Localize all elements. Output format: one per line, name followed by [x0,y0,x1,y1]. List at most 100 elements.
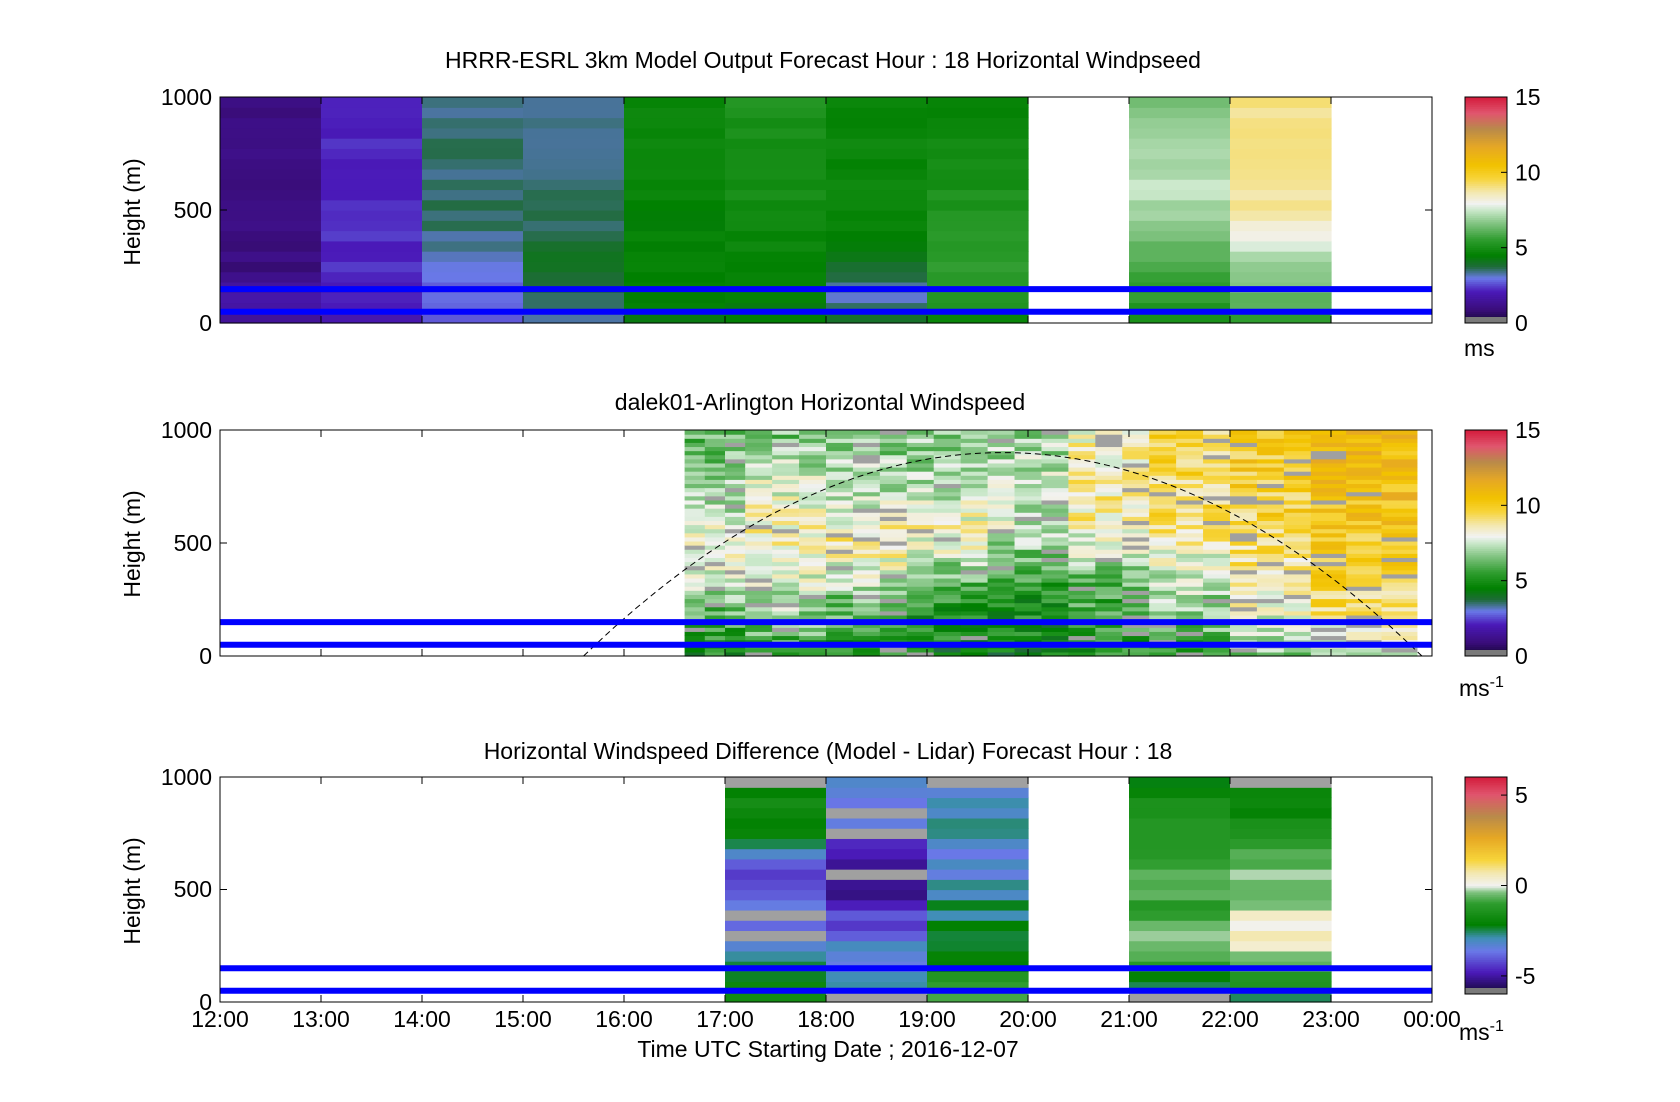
heatmap-cell [960,573,989,579]
heatmap-cell [1310,540,1347,546]
heatmap-cell [745,565,773,571]
colorbar-segment [1465,642,1507,646]
heatmap-cell [799,458,827,464]
heatmap-cell [1068,434,1096,439]
heatmap-cell [704,495,726,501]
heatmap-cell [1129,909,1231,921]
heatmap-cell [624,210,726,221]
heatmap-cell [1122,586,1150,591]
heatmap-cell [906,553,935,558]
heatmap-cell [906,627,935,632]
heatmap-cell [1041,565,1069,571]
heatmap-cell [1256,446,1285,452]
heatmap-cell [422,148,524,160]
heatmap-cell [1068,466,1096,472]
heatmap-cell [1122,635,1150,641]
heatmap-cell [1256,565,1285,571]
colorbar-segment [1465,151,1507,154]
heatmap-cell [852,582,881,587]
heatmap-cell [772,577,800,583]
colorbar-segment [1465,279,1507,283]
heatmap-cell [1283,610,1312,616]
heatmap-cell [1346,536,1383,542]
heatmap-cell [826,549,854,554]
heatmap-cell [1068,635,1096,641]
heatmap-cell [1014,495,1043,501]
heatmap-cell [684,647,706,653]
heatmap-cell [1230,491,1258,497]
colorbar-segment [1465,240,1507,243]
heatmap-cell [1068,479,1096,485]
heatmap-cell [1203,471,1231,476]
heatmap-cell [1203,569,1231,575]
heatmap-cell [1256,631,1285,637]
colorbar-segment [1465,208,1507,211]
overlay [220,965,1432,994]
heatmap-cell [1230,148,1332,160]
heatmap-cell [1310,545,1347,550]
colorbar-segment [1465,802,1507,805]
heatmap-cell [772,635,800,641]
heatmap-cell [826,553,854,558]
colorbar-segment [1465,954,1507,957]
colorbar-segment [1465,894,1507,897]
heatmap-cell [927,930,1029,942]
heatmap-cell [1122,594,1150,600]
colorbar-segment [1465,874,1507,877]
heatmap-cell [1256,577,1285,583]
colorbar-segment [1465,507,1507,510]
heatmap-cell [1230,483,1258,489]
colorbar-segment [1465,856,1507,859]
heatmap-cell [1203,598,1231,604]
heatmap-cell [826,651,854,657]
heatmap-cell [927,807,1029,819]
heatmap-cell [1203,499,1231,505]
heatmap-cell [1230,614,1258,620]
heatmap-cell [879,438,908,443]
heatmap-cell [1230,899,1332,911]
heatmap-cell [927,848,1029,860]
colorbar-segment [1465,798,1507,802]
heatmap-cell [960,536,989,542]
heatmap-cell [704,647,726,653]
colorbar-segment [1465,912,1507,915]
colorbar-segment [1465,612,1507,616]
heatmap-cell [1203,434,1231,439]
heatmap-cell [1122,442,1150,448]
heatmap-cell [1095,540,1123,546]
x-tick-label: 23:00 [1302,1006,1360,1032]
heatmap-cell [1095,491,1123,497]
heatmap-cell [960,495,989,501]
heatmap-cell [1149,647,1177,653]
heatmap-cell [684,577,706,583]
heatmap-cell [220,261,322,273]
heatmap-cell [1095,590,1123,595]
heatmap-cell [826,97,928,108]
heatmap-cell [826,858,928,870]
heatmap-cell [987,450,1016,456]
colorbar-segment [1465,892,1507,896]
colorbar-segment [1465,465,1507,469]
heatmap-cell [927,797,1029,809]
heatmap-cell [1230,536,1258,542]
heatmap-cell [684,614,706,620]
heatmap-cell [1256,582,1285,587]
heatmap-cell [624,158,726,170]
heatmap-cell [772,631,800,637]
colorbar-segment [1465,539,1507,542]
heatmap-cell [1346,614,1383,620]
heatmap-cell [1381,565,1418,571]
colorbar-segment [1465,822,1507,825]
colorbar-segment [1465,963,1507,966]
heatmap-cell [987,471,1016,476]
colorbar-segment [1465,97,1507,100]
colorbar-segment [1465,112,1507,115]
heatmap-cell [1310,651,1347,657]
heatmap-cell [906,430,935,435]
heatmap-cell [725,606,746,612]
heatmap-cell [704,635,726,641]
heatmap-cell [1310,430,1347,435]
heatmap-cell [1041,582,1069,587]
